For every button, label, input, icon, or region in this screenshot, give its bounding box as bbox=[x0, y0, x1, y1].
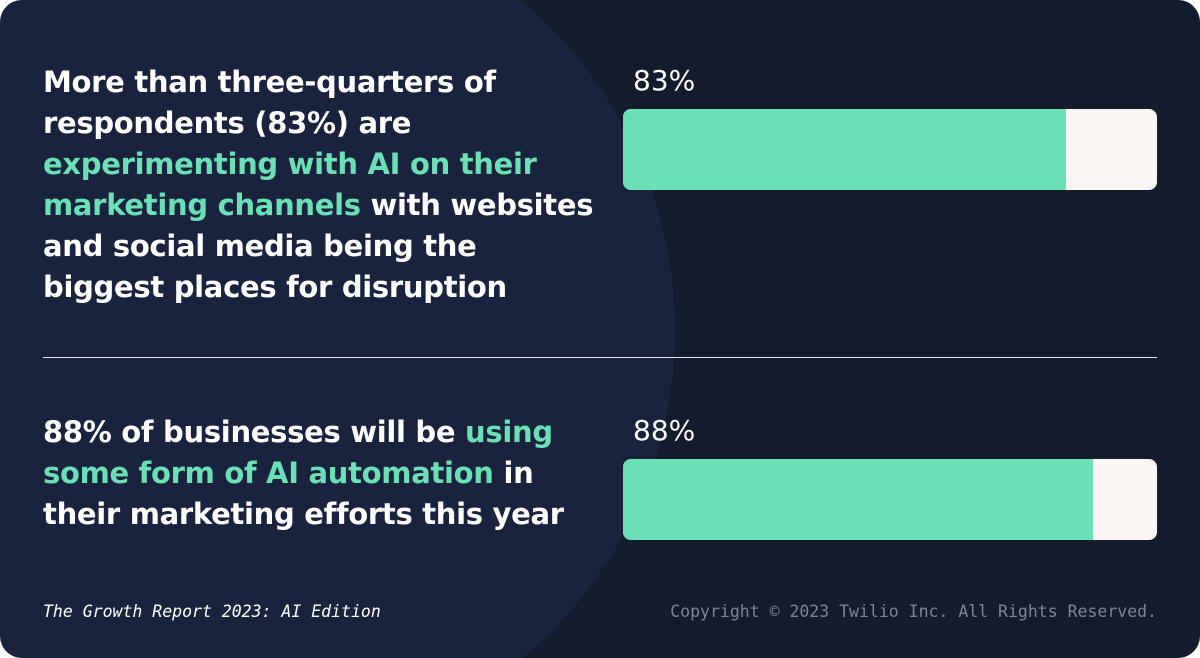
statement-2: 88% of businesses will be using some for… bbox=[43, 412, 603, 535]
bar-fill-2 bbox=[623, 459, 1093, 540]
statement-text: in their marketing efforts this year bbox=[43, 456, 564, 531]
statement-text: More than three-quarters of respondents … bbox=[43, 65, 496, 140]
statement-text: with websites and social media being the… bbox=[43, 188, 594, 304]
bar-track-2 bbox=[623, 459, 1157, 540]
statement-highlight: using some form of AI automation bbox=[43, 415, 553, 490]
bar-track-1 bbox=[623, 109, 1157, 190]
bar-value-label-2: 88% bbox=[633, 414, 696, 447]
copyright: Copyright © 2023 Twilio Inc. All Rights … bbox=[670, 602, 1157, 621]
report-title: The Growth Report 2023: AI Edition bbox=[43, 602, 381, 621]
divider bbox=[43, 357, 1157, 358]
statement-1: More than three-quarters of respondents … bbox=[43, 62, 603, 308]
bar-value-label-1: 83% bbox=[633, 64, 696, 97]
bar-fill-1 bbox=[623, 109, 1067, 190]
statement-highlight: experimenting with AI on their marketing… bbox=[43, 147, 537, 222]
statement-text: 88% of businesses will be bbox=[43, 415, 466, 449]
